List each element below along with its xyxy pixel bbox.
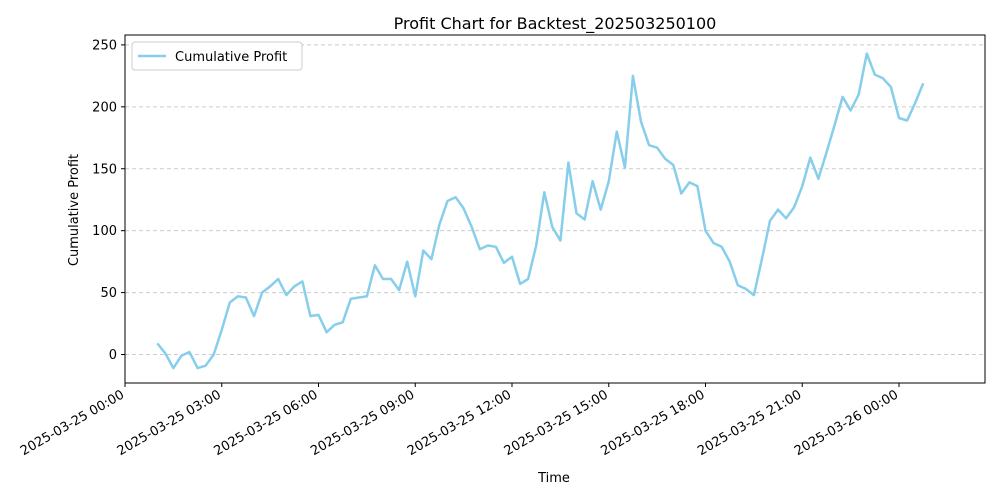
legend-box [131,41,303,71]
y-tick-label: 50 [100,286,117,301]
series-layer [156,52,925,370]
y-axis: 0 50 100 150 200 250 [92,38,125,363]
cumulative-profit-line [156,52,925,370]
y-tick-label: 100 [92,224,117,239]
legend-label: Cumulative Profit [175,50,287,65]
y-axis-label: Cumulative Profit [67,154,82,266]
x-axis-label: Time [537,471,570,486]
chart-title: Profit Chart for Backtest_202503250100 [394,14,717,34]
y-tick-label: 150 [92,162,117,177]
y-tick-label: 200 [92,100,117,115]
y-tick-label: 250 [92,38,117,53]
plot-frame [124,34,986,384]
y-tick-label: 0 [109,348,117,363]
legend: Cumulative Profit [131,41,303,71]
